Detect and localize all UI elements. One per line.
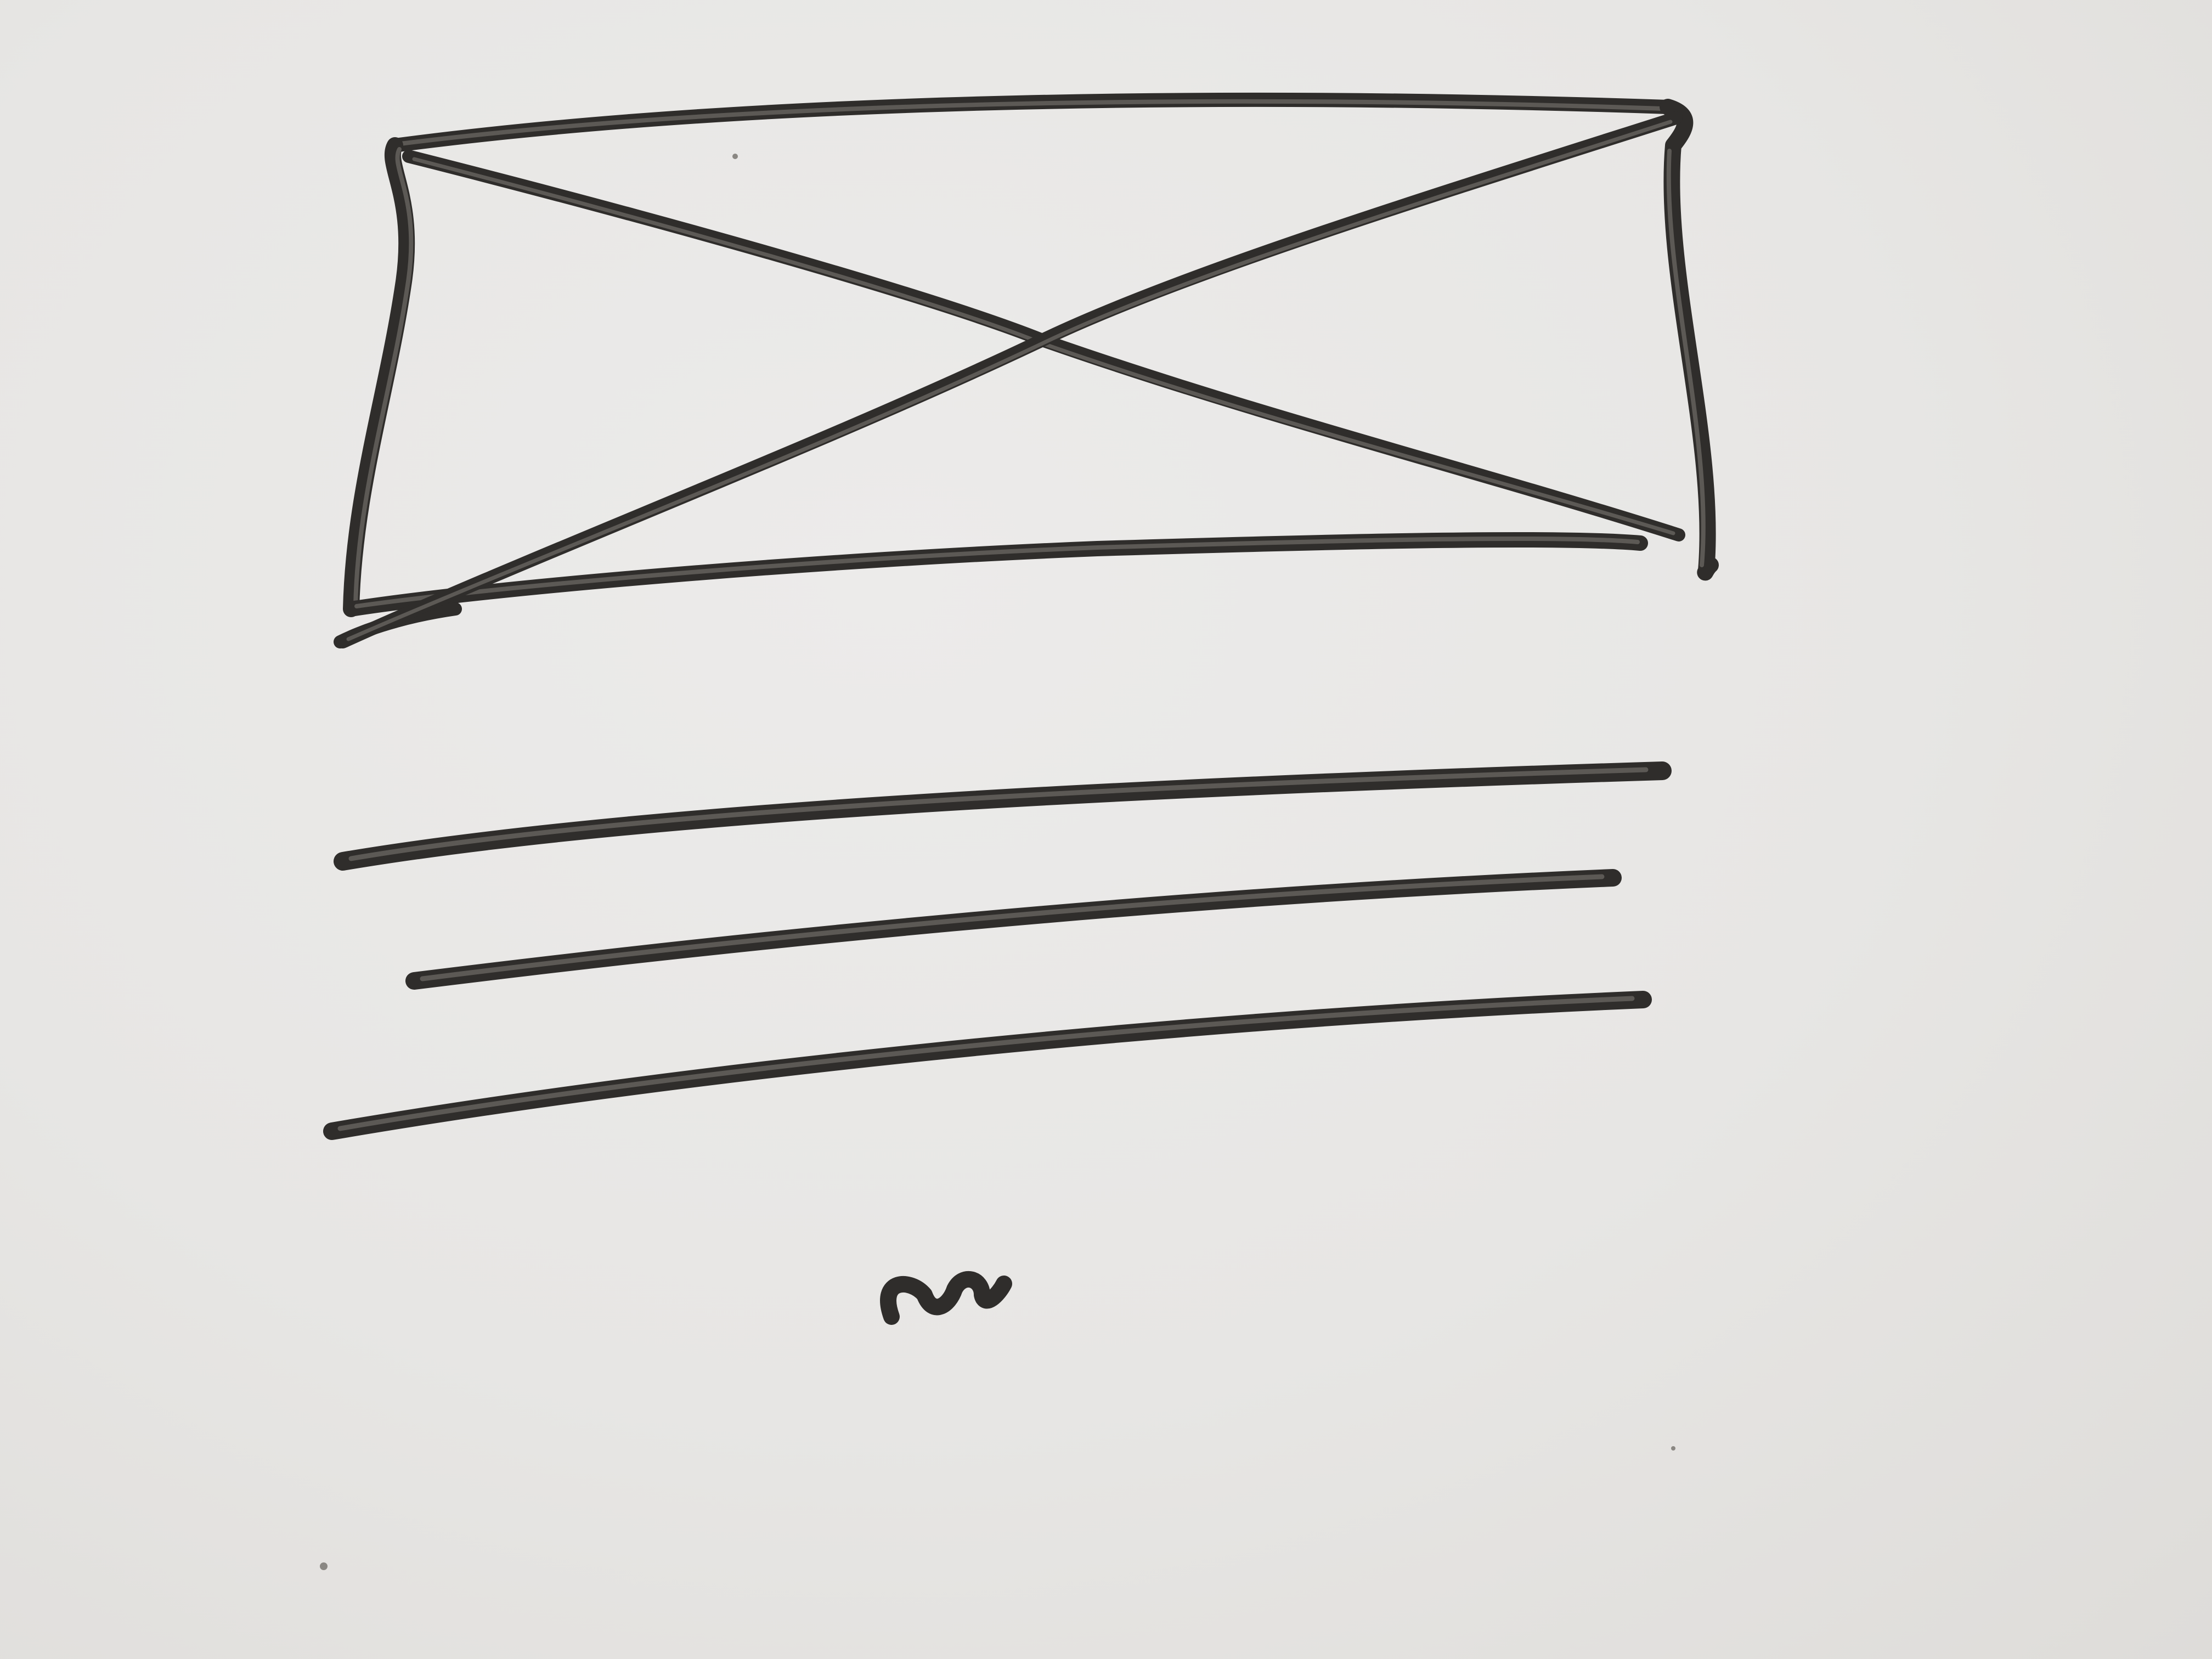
- image-placeholder-box: [334, 93, 1719, 648]
- placeholder-left-edge: [343, 137, 415, 617]
- paper-speck: [1671, 1446, 1675, 1451]
- paper-speck: [732, 154, 738, 159]
- text-line-1: [334, 761, 1672, 871]
- paper-speck: [320, 1562, 328, 1570]
- placeholder-diagonal-up: [336, 111, 1683, 648]
- text-line-2: [405, 869, 1622, 990]
- placeholder-right-edge: [1660, 99, 1719, 581]
- text-line-3: [323, 991, 1652, 1140]
- text-line-placeholders: [323, 761, 1672, 1140]
- squiggle: [880, 1271, 1012, 1325]
